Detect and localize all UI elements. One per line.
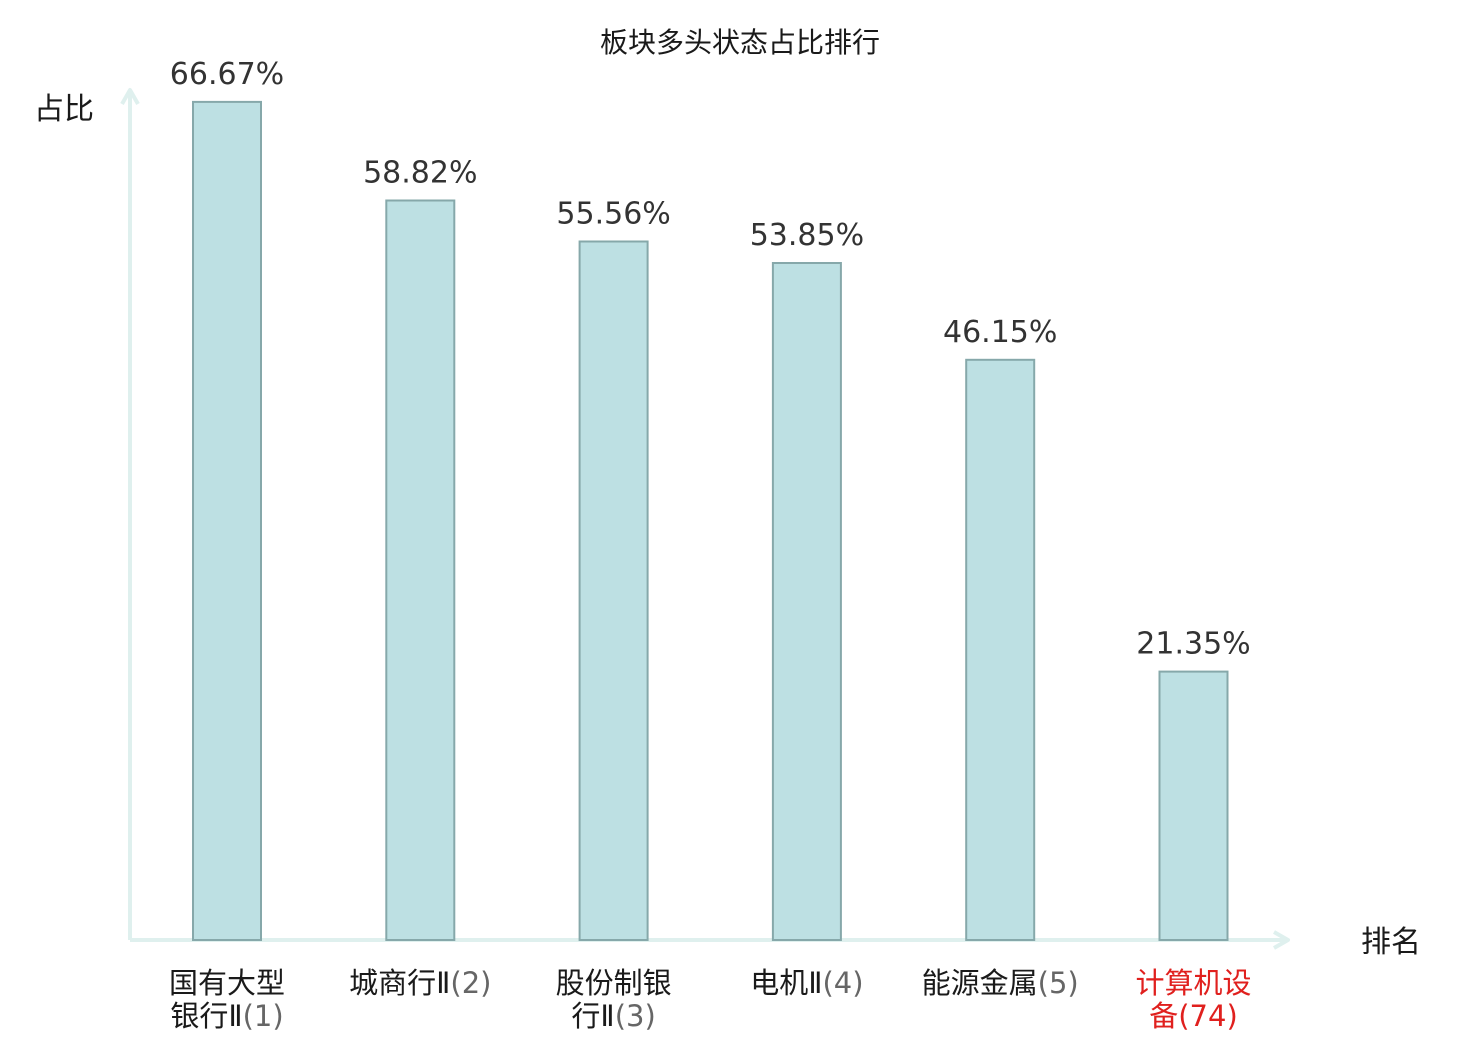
category-name: 备	[1149, 999, 1178, 1033]
value-label: 66.67%	[170, 57, 284, 92]
bar	[385, 199, 456, 941]
chart-title: 板块多头状态占比排行	[600, 26, 880, 59]
y-axis-label: 占比	[34, 92, 94, 127]
x-axis-label: 排名	[1361, 925, 1421, 960]
bars	[192, 100, 1229, 941]
bar	[192, 100, 262, 941]
value-labels: 66.67% 58.82% 55.56% 53.85% 46.15% 21.35%	[170, 57, 1251, 662]
category-rank: (5)	[1038, 966, 1079, 1000]
value-label: 21.35%	[1136, 627, 1250, 662]
value-label: 46.15%	[943, 315, 1057, 350]
category-label: 股份制银	[556, 966, 672, 1000]
bar	[965, 358, 1036, 941]
category-label: 国有大型	[169, 966, 285, 1000]
category-rank: (3)	[615, 999, 656, 1033]
value-label: 55.56%	[556, 197, 670, 232]
category-name: 国有大型	[169, 966, 285, 1000]
category-name: 银行Ⅱ	[170, 999, 242, 1033]
value-label: 58.82%	[363, 156, 477, 191]
category-label: 电机Ⅱ(4)	[750, 966, 863, 1000]
category-label: 银行Ⅱ(1)	[170, 999, 283, 1033]
bar	[1158, 670, 1229, 941]
category-rank: (4)	[822, 966, 863, 1000]
category-rank: (74)	[1178, 999, 1238, 1033]
category-name: 能源金属	[922, 966, 1038, 1000]
category-label: 城商行Ⅱ(2)	[349, 966, 491, 1000]
axes	[120, 88, 1290, 950]
bar	[578, 240, 649, 941]
category-label: 计算机设	[1135, 966, 1251, 1000]
value-label: 53.85%	[750, 218, 864, 253]
category-name: 城商行Ⅱ	[349, 966, 450, 1000]
category-label: 备(74)	[1149, 999, 1238, 1033]
category-name: 行Ⅱ	[571, 999, 614, 1033]
category-rank: (1)	[243, 999, 284, 1033]
category-rank: (2)	[450, 966, 491, 1000]
bar	[771, 262, 842, 941]
category-label: 能源金属(5)	[922, 966, 1079, 1000]
y-axis-arrow	[120, 88, 140, 105]
category-name: 电机Ⅱ	[750, 966, 822, 1000]
category-label: 行Ⅱ(3)	[571, 999, 655, 1033]
category-name: 计算机设	[1135, 966, 1251, 1000]
x-axis-arrow	[1273, 930, 1290, 950]
category-name: 股份制银	[556, 966, 672, 1000]
